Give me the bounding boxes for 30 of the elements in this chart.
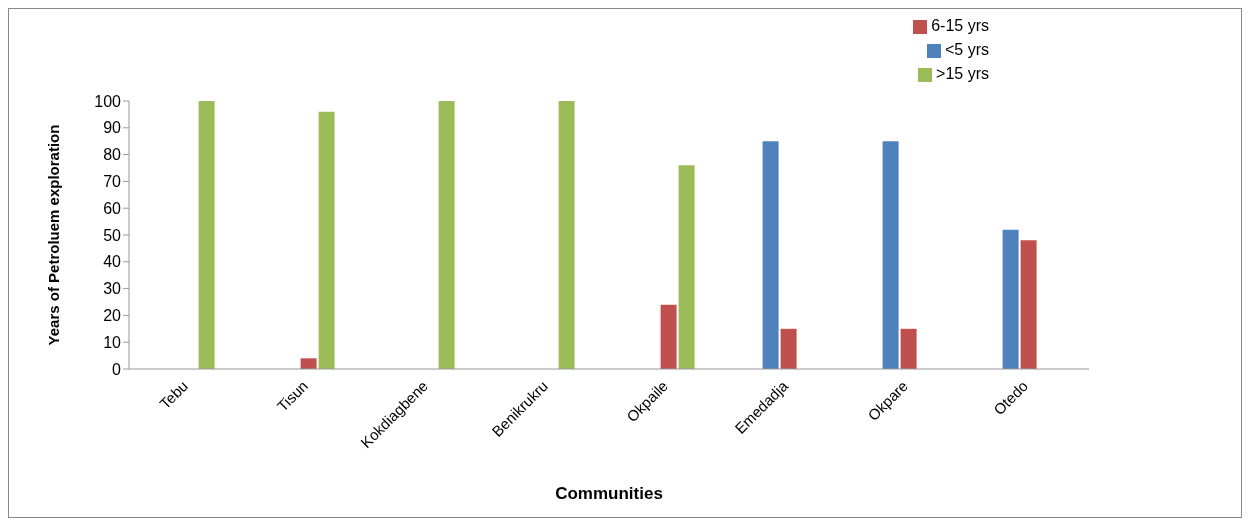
y-tick-label: 70 — [103, 173, 122, 191]
bar — [780, 328, 797, 369]
y-tick-label: 10 — [103, 333, 122, 351]
legend-label: 6-15 yrs — [931, 17, 989, 34]
bar — [762, 141, 779, 369]
bar — [1020, 240, 1037, 369]
y-tick-label: 40 — [103, 253, 122, 271]
y-tick-label: 30 — [103, 280, 122, 298]
bar — [318, 111, 335, 369]
y-tick-label: 50 — [103, 226, 122, 244]
bar — [900, 328, 917, 369]
y-tick-label: 20 — [103, 307, 122, 325]
legend-label: <5 yrs — [944, 41, 989, 58]
bar — [660, 304, 677, 369]
y-tick-label: 0 — [112, 360, 122, 378]
bar — [882, 141, 899, 369]
y-tick-label: 90 — [103, 119, 122, 137]
x-axis-title: Communities — [555, 484, 663, 503]
y-tick-label: 100 — [94, 92, 122, 110]
y-tick-label: 80 — [103, 146, 122, 164]
y-tick-label: 60 — [103, 199, 122, 217]
bar — [1002, 229, 1019, 369]
x-tick-label: Tebu — [156, 377, 192, 413]
bar — [678, 165, 695, 369]
bar — [558, 101, 575, 369]
bar — [198, 101, 215, 369]
bar — [300, 358, 317, 369]
legend-label: >15 yrs — [936, 65, 989, 82]
bar — [438, 101, 455, 369]
y-axis-title: Years of Petroluem exploration — [45, 124, 63, 346]
